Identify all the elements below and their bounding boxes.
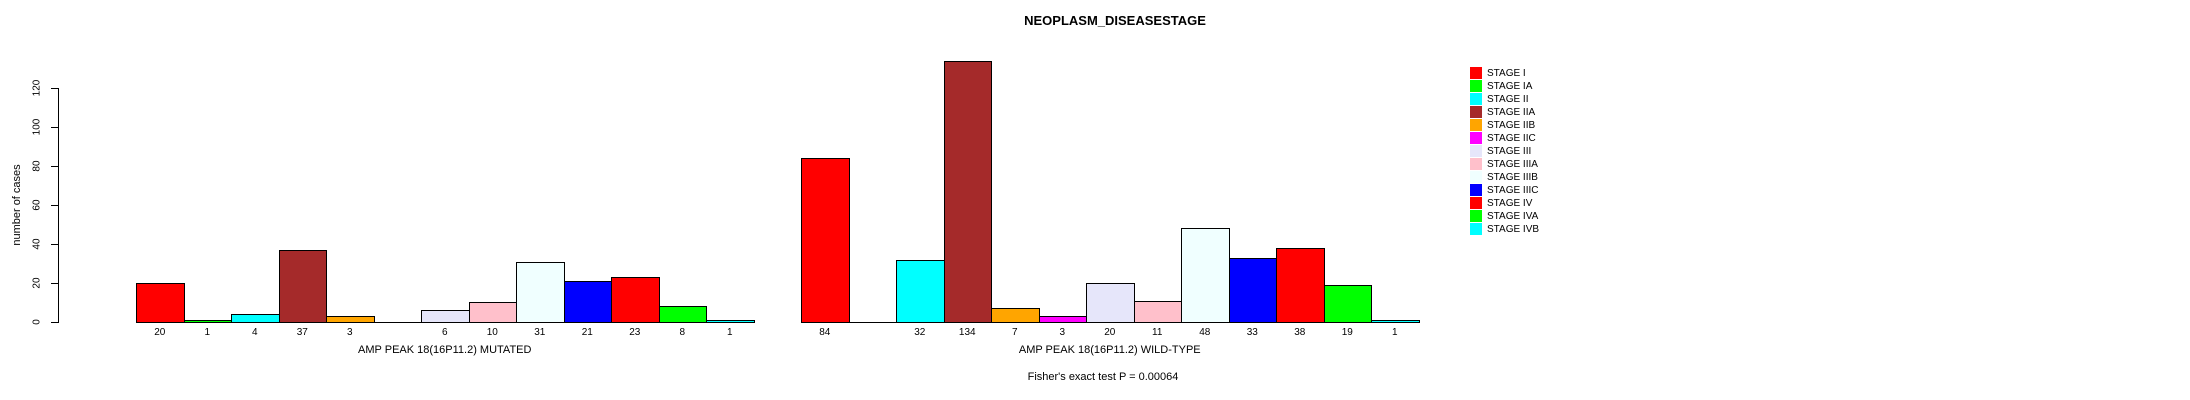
y-tick-label: 40 [31,238,43,250]
bar-stage-iiic-wild-type [1228,258,1277,323]
bar-stage-iva-mutated [658,306,707,323]
bar-stage-iia-wild-type [943,61,992,323]
bar-value-label: 48 [1199,327,1211,338]
legend-swatch-stage-ii [1470,93,1482,105]
legend-swatch-stage-iii [1470,145,1482,157]
legend-swatch-stage-iiib [1470,171,1482,183]
bar-stage-iiib-wild-type [1181,228,1230,323]
bar-value-label: 20 [154,327,166,338]
legend-swatch-stage-iiic [1470,184,1482,196]
legend-swatch-stage-iv [1470,197,1482,209]
bar-value-label: 3 [346,327,353,338]
legend-item-stage-ivb: STAGE IVB [1487,224,1540,235]
x-axis-group-label: AMP PEAK 18(16P11.2) MUTATED [358,344,532,356]
bar-stage-iia-mutated [278,250,327,323]
y-tick-label: 60 [31,199,43,211]
legend-item-stage-iiib: STAGE IIIB [1487,172,1538,183]
bar-value-label: 6 [441,327,448,338]
fisher-test-annotation: Fisher's exact test P = 0.00064 [1027,371,1179,383]
bar-value-label: 23 [629,327,641,338]
legend-item-stage-ii: STAGE II [1487,94,1529,105]
bar-stage-ia-zero [848,322,897,323]
y-tick-label: 0 [31,319,43,325]
bar-value-label: 38 [1294,327,1306,338]
legend-item-stage-iic: STAGE IIC [1487,133,1536,144]
y-tick [51,166,58,167]
y-tick [51,322,58,323]
bar-stage-iiia-mutated [468,302,517,323]
bar-stage-ivb-mutated [706,320,755,323]
legend-item-stage-iii: STAGE III [1487,146,1532,157]
bar-stage-iv-mutated [611,277,660,323]
legend-swatch-stage-ivb [1470,223,1482,235]
bar-stage-ii-wild-type [896,260,945,323]
legend-item-stage-i: STAGE I [1487,68,1526,79]
bar-value-label: 4 [251,327,258,338]
bar-stage-iib-wild-type [991,308,1040,323]
y-tick [51,205,58,206]
bar-value-label: 20 [1104,327,1116,338]
legend-item-stage-ia: STAGE IA [1487,81,1533,92]
bar-stage-iiic-mutated [563,281,612,323]
bar-stage-iii-mutated [421,310,470,323]
legend-swatch-stage-iib [1470,119,1482,131]
bar-stage-iv-wild-type [1276,248,1325,323]
x-axis-group-label: AMP PEAK 18(16P11.2) WILD-TYPE [1018,344,1201,356]
y-tick [51,283,58,284]
bar-stage-ii-mutated [231,314,280,323]
bar-value-label: 1 [1391,327,1398,338]
legend-swatch-stage-iic [1470,132,1482,144]
bar-stage-i-wild-type [801,158,850,323]
y-tick [51,127,58,128]
bar-value-label: 33 [1246,327,1258,338]
y-tick-label: 80 [31,160,43,172]
bar-value-label: 11 [1152,327,1163,338]
legend-item-stage-iiic: STAGE IIIC [1487,185,1539,196]
bar-value-label: 1 [204,327,211,338]
y-axis-label: number of cases [11,164,23,246]
y-tick-label: 100 [31,118,43,136]
bar-value-label: 21 [581,327,593,338]
y-tick [51,88,58,89]
y-tick [51,244,58,245]
bar-value-label: 84 [819,327,831,338]
bar-value-label: 3 [1059,327,1066,338]
bar-stage-iiib-mutated [516,262,565,323]
legend-item-stage-iva: STAGE IVA [1487,211,1539,222]
bar-stage-ivb-wild-type [1371,320,1420,323]
bar-stage-iic-wild-type [1038,316,1087,323]
legend-swatch-stage-i [1470,67,1482,79]
bar-value-label: 10 [486,327,498,338]
y-tick-label: 20 [31,277,43,289]
bar-stage-iva-wild-type [1323,285,1372,323]
bar-value-label: 19 [1341,327,1353,338]
bar-value-label: 1 [726,327,733,338]
legend-swatch-stage-iiia [1470,158,1482,170]
legend-item-stage-iv: STAGE IV [1487,198,1533,209]
legend-swatch-stage-ia [1470,80,1482,92]
legend-swatch-stage-iia [1470,106,1482,118]
bar-stage-i-mutated [136,283,185,323]
bar-stage-iii-wild-type [1086,283,1135,323]
legend-swatch-stage-iva [1470,210,1482,222]
legend-item-stage-iib: STAGE IIB [1487,120,1536,131]
y-axis-line [58,88,59,323]
bar-value-label: 8 [679,327,686,338]
chart-title: NEOPLASM_DISEASESTAGE [1024,13,1206,28]
legend-item-stage-iiia: STAGE IIIA [1487,159,1538,170]
bar-stage-iiia-wild-type [1133,301,1182,323]
bar-value-label: 7 [1011,327,1018,338]
bar-stage-iib-mutated [326,316,375,323]
bar-value-label: 32 [914,327,926,338]
bar-value-label: 134 [958,327,976,338]
y-tick-label: 120 [31,79,43,97]
legend-item-stage-iia: STAGE IIA [1487,107,1536,118]
bar-value-label: 37 [296,327,308,338]
bar-stage-ia-mutated [183,320,232,323]
bar-value-label: 31 [534,327,546,338]
bar-stage-iic-zero [373,322,422,323]
